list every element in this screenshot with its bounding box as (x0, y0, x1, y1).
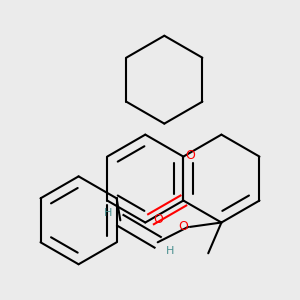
Text: O: O (179, 220, 189, 233)
Text: O: O (185, 149, 195, 162)
Text: H: H (166, 246, 174, 256)
Text: O: O (153, 213, 163, 226)
Text: H: H (104, 208, 112, 218)
